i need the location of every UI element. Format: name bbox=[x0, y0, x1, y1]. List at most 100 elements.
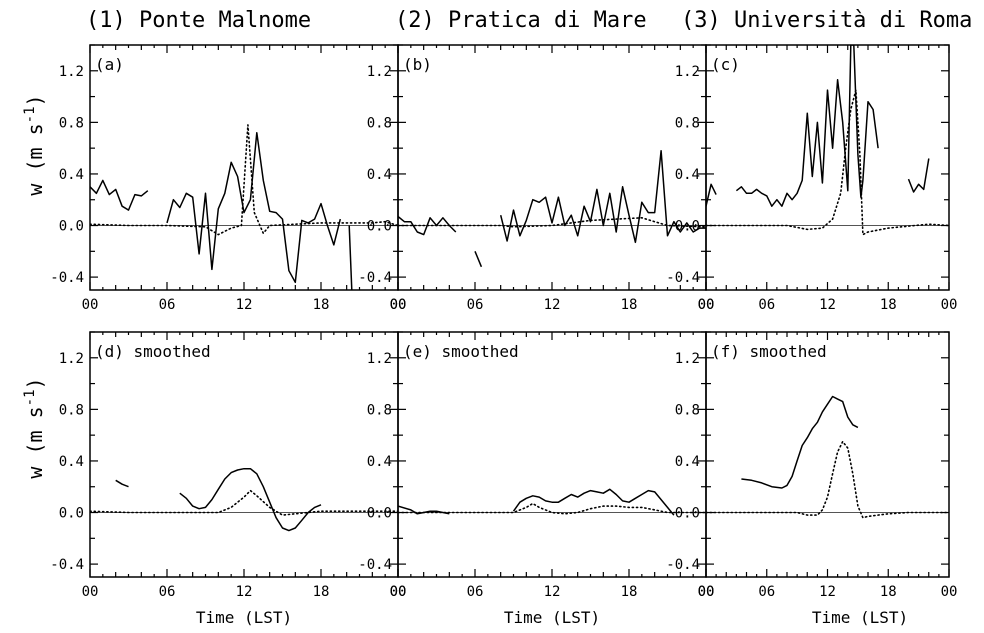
y-tick-label: 0.0 bbox=[675, 219, 700, 235]
y-tick-label: 0.4 bbox=[367, 454, 392, 470]
y-tick-label: -0.4 bbox=[358, 557, 392, 573]
y-tick-label: 0.8 bbox=[367, 402, 392, 418]
panel-label-d: (d) smoothed bbox=[95, 342, 211, 361]
y-tick-label: 0.8 bbox=[367, 115, 392, 131]
x-tick-label: 12 bbox=[236, 584, 253, 600]
y-tick-label: 0.4 bbox=[675, 167, 700, 183]
x-tick-label: 00 bbox=[82, 297, 99, 313]
x-tick-label: 00 bbox=[941, 297, 958, 313]
y-tick-label: -0.4 bbox=[358, 270, 392, 286]
y-tick-label: 0.0 bbox=[59, 219, 84, 235]
panel-label-e: (e) smoothed bbox=[403, 342, 519, 361]
panel-b: -0.4 0.0 0.4 0.8 1.2 00 06 12 18 00 (b) bbox=[358, 44, 715, 313]
solid-series-line bbox=[115, 479, 129, 488]
x-tick-label: 00 bbox=[698, 584, 715, 600]
solid-series-line bbox=[741, 395, 859, 489]
panel-c: -0.4 0.0 0.4 0.8 1.2 00 06 12 18 00 (c) bbox=[666, 44, 958, 313]
y-tick-label: 1.2 bbox=[675, 351, 700, 367]
solid-series-line bbox=[398, 215, 457, 236]
panel-d: -0.4 0.0 0.4 0.8 1.2 00 06 12 18 00 (d) smoothed bbox=[50, 331, 407, 600]
solid-series-line bbox=[512, 488, 675, 516]
x-tick-label: 00 bbox=[82, 584, 99, 600]
y-tick-label: 0.4 bbox=[59, 167, 84, 183]
y-tick-label: 1.2 bbox=[367, 351, 392, 367]
x-tick-label: 00 bbox=[698, 297, 715, 313]
x-tick-label: 06 bbox=[159, 584, 176, 600]
x-tick-label: 12 bbox=[819, 297, 836, 313]
y-tick-label: 1.2 bbox=[59, 64, 84, 80]
x-tick-label: 00 bbox=[390, 584, 407, 600]
x-tick-label: 00 bbox=[390, 584, 407, 600]
y-tick-label: 0.0 bbox=[59, 506, 84, 522]
y-tick-label: 0.0 bbox=[367, 506, 392, 522]
dotted-series-line bbox=[90, 124, 398, 236]
x-tick-label: 06 bbox=[159, 297, 176, 313]
x-tick-label: 12 bbox=[544, 584, 561, 600]
y-tick-label: 0.8 bbox=[59, 115, 84, 131]
x-tick-label: 18 bbox=[880, 584, 897, 600]
solid-series-line bbox=[166, 131, 342, 284]
y-tick-label: 0.8 bbox=[675, 115, 700, 131]
x-tick-label: 00 bbox=[390, 297, 407, 313]
x-tick-label: 06 bbox=[467, 584, 484, 600]
dotted-series-line bbox=[706, 440, 949, 519]
x-tick-label: 06 bbox=[758, 584, 775, 600]
panel-frame bbox=[397, 331, 707, 578]
solid-series-line bbox=[499, 149, 706, 244]
dotted-series-line bbox=[398, 502, 706, 515]
x-tick-label: 18 bbox=[313, 297, 330, 313]
x-tick-label: 18 bbox=[313, 584, 330, 600]
dotted-series-line bbox=[90, 489, 398, 516]
column-title-ponte-malnome: (1) Ponte Malnome bbox=[86, 8, 311, 33]
y-axis-label-top: w (m s-1) bbox=[22, 94, 47, 195]
x-tick-label: 06 bbox=[467, 297, 484, 313]
y-tick-label: 0.8 bbox=[59, 402, 84, 418]
solid-series-line bbox=[179, 467, 322, 532]
solid-series-line bbox=[907, 158, 930, 193]
y-tick-label: 1.2 bbox=[59, 351, 84, 367]
panel-f: -0.4 0.0 0.4 0.8 1.2 00 06 12 18 00 (f) smoothed bbox=[666, 331, 958, 600]
dotted-series-line bbox=[706, 89, 949, 236]
y-tick-label: 0.0 bbox=[367, 219, 392, 235]
y-tick-label: -0.4 bbox=[666, 270, 700, 286]
solid-series-line bbox=[474, 251, 483, 268]
x-tick-label: 00 bbox=[941, 584, 958, 600]
panel-label-f: (f) smoothed bbox=[711, 342, 827, 361]
column-title-universita-di-roma: (3) Università di Roma bbox=[681, 8, 972, 33]
x-tick-label: 12 bbox=[544, 297, 561, 313]
y-tick-label: -0.4 bbox=[50, 270, 84, 286]
solid-series-line bbox=[90, 179, 149, 211]
x-axis-label-e: Time (LST) bbox=[504, 608, 600, 627]
panel-label-c: (c) bbox=[711, 55, 740, 74]
dotted-series-line bbox=[398, 217, 706, 228]
x-tick-label: 00 bbox=[698, 297, 715, 313]
x-tick-label: 18 bbox=[880, 297, 897, 313]
panel-e: -0.4 0.0 0.4 0.8 1.2 00 06 12 18 00 (e) smoothed bbox=[358, 331, 714, 600]
panels: -0.4 0.0 0.4 0.8 1.2 00 06 12 18 00 (a) -0.4 0.0 0.4 0… bbox=[50, 44, 958, 600]
y-tick-label: 0.4 bbox=[675, 454, 700, 470]
y-tick-label: 1.2 bbox=[675, 64, 700, 80]
y-tick-label: 1.2 bbox=[367, 64, 392, 80]
x-tick-label: 12 bbox=[819, 584, 836, 600]
y-tick-label: 0.4 bbox=[59, 454, 84, 470]
y-tick-label: 0.8 bbox=[675, 402, 700, 418]
panel-label-b: (b) bbox=[403, 55, 432, 74]
solid-series-line bbox=[348, 225, 353, 290]
x-axis-label-f: Time (LST) bbox=[812, 608, 908, 627]
y-tick-label: 0.0 bbox=[675, 506, 700, 522]
y-tick-label: -0.4 bbox=[666, 557, 700, 573]
x-axis-label-d: Time (LST) bbox=[196, 608, 292, 627]
x-tick-label: 00 bbox=[390, 297, 407, 313]
panel-frame bbox=[89, 44, 399, 291]
solid-series-line bbox=[735, 45, 879, 207]
y-tick-label: 0.4 bbox=[367, 167, 392, 183]
y-tick-label: -0.4 bbox=[50, 557, 84, 573]
panel-frame bbox=[89, 331, 399, 578]
solid-series-line bbox=[706, 183, 717, 207]
column-title-pratica-di-mare: (2) Pratica di Mare bbox=[395, 8, 647, 33]
x-tick-label: 18 bbox=[621, 584, 638, 600]
y-axis-label-bottom: w (m s-1) bbox=[22, 377, 47, 478]
x-tick-label: 12 bbox=[236, 297, 253, 313]
panel-label-a: (a) bbox=[95, 55, 124, 74]
